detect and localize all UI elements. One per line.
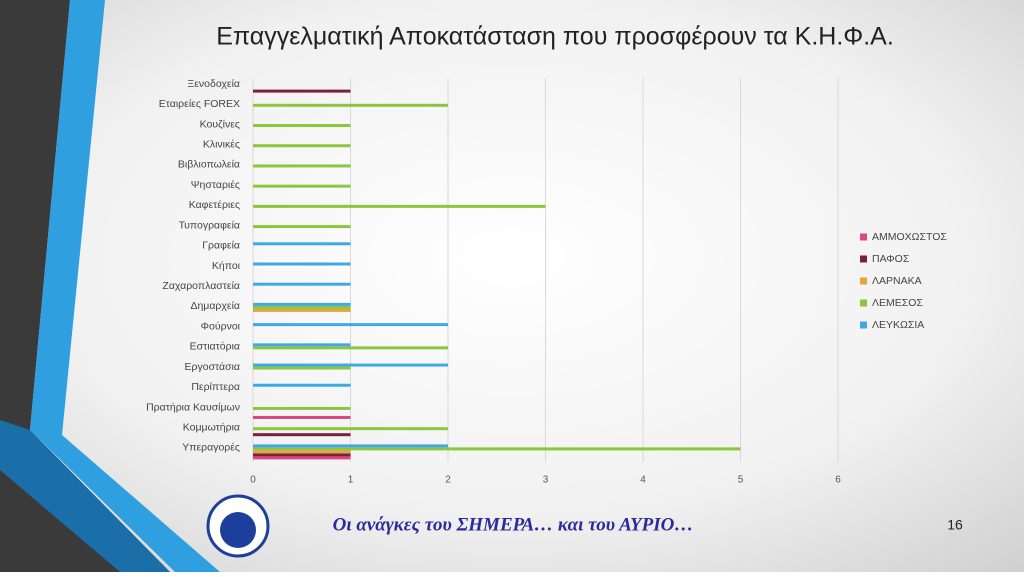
- bar: [253, 242, 351, 246]
- bar: [253, 225, 351, 229]
- y-tick-label: Καφετέριες: [189, 199, 240, 211]
- bar: [253, 453, 351, 457]
- x-tick-label: 0: [250, 475, 256, 486]
- page-number: 16: [947, 517, 963, 533]
- y-tick-label: Κλινικές: [203, 139, 240, 151]
- x-tick-label: 5: [738, 475, 744, 486]
- y-tick-label: Ξενοδοχεία: [187, 78, 240, 90]
- bar: [253, 282, 351, 286]
- y-tick-label: Κομμωτήρια: [183, 421, 240, 433]
- bar: [253, 366, 351, 370]
- stripe-blue-low: [0, 420, 170, 572]
- legend-label: ΛΑΡΝΑΚΑ: [872, 275, 922, 287]
- stripe-blue: [30, 0, 220, 572]
- y-tick-label: Ψησταριές: [191, 179, 240, 191]
- bar: [253, 447, 741, 451]
- legend-label: ΛΕΥΚΩΣΙΑ: [872, 319, 924, 331]
- y-tick-label: Φούρνοι: [201, 320, 241, 332]
- bar: [253, 204, 546, 208]
- bar: [253, 184, 351, 188]
- y-tick-label: Εστιατόρια: [190, 341, 240, 353]
- legend-label: ΠΑΦΟΣ: [872, 253, 910, 265]
- y-tick-label: Βιβλιοπωλεία: [178, 159, 240, 171]
- legend-swatch: [860, 233, 867, 241]
- bar: [253, 415, 351, 419]
- bar: [253, 343, 351, 347]
- bar: [253, 144, 351, 148]
- legend-swatch: [860, 299, 867, 307]
- y-tick-label: Δημαρχεία: [190, 300, 240, 312]
- bar: [253, 305, 351, 309]
- bar: [253, 302, 351, 306]
- bar: [253, 406, 351, 410]
- stripe-dark: [0, 0, 170, 572]
- bar: [253, 103, 448, 107]
- legend-label: ΛΕΜΕΣΟΣ: [872, 297, 923, 309]
- bar: [253, 164, 351, 168]
- x-tick-label: 6: [835, 475, 841, 486]
- bar: [253, 427, 448, 431]
- bar: [253, 89, 351, 93]
- y-tick-label: Υπεραγορές: [182, 442, 240, 454]
- bar: [253, 450, 351, 454]
- legend-swatch: [860, 321, 867, 329]
- bar: [253, 124, 351, 128]
- bar: [253, 323, 448, 327]
- x-tick-label: 3: [543, 475, 549, 486]
- y-tick-label: Κουζίνες: [200, 118, 240, 130]
- y-tick-label: Περίπτερα: [191, 381, 240, 393]
- y-tick-label: Τυπογραφεία: [179, 219, 240, 231]
- bar: [253, 456, 351, 460]
- bar: [253, 308, 351, 312]
- legend-swatch: [860, 255, 867, 263]
- y-tick-label: Εργοστάσια: [185, 361, 241, 373]
- bar: [253, 383, 351, 387]
- bar: [253, 262, 351, 266]
- logo-inner: [220, 512, 256, 548]
- chart-title: Επαγγελματική Αποκατάσταση που προσφέρου…: [216, 23, 894, 51]
- y-tick-label: Ζαχαροπλαστεία: [162, 280, 240, 292]
- bar: [253, 363, 448, 367]
- y-tick-label: Εταιρείες FOREX: [159, 98, 240, 110]
- bar: [253, 444, 448, 448]
- y-tick-label: Πρατήρια Καυσίμων: [146, 401, 240, 413]
- bar: [253, 346, 448, 350]
- x-tick-label: 4: [640, 475, 646, 486]
- legend-swatch: [860, 277, 867, 285]
- legend-label: ΑΜΜΟΧΩΣΤΟΣ: [872, 231, 947, 243]
- x-tick-label: 1: [348, 475, 354, 486]
- bar: [253, 433, 351, 437]
- y-tick-label: Γραφεία: [202, 240, 240, 252]
- x-tick-label: 2: [445, 475, 451, 486]
- footer-slogan: Οι ανάγκες του ΣΗΜΕΡΑ… και του ΑΥΡΙΟ…: [333, 514, 694, 535]
- y-tick-label: Κήποι: [212, 260, 241, 272]
